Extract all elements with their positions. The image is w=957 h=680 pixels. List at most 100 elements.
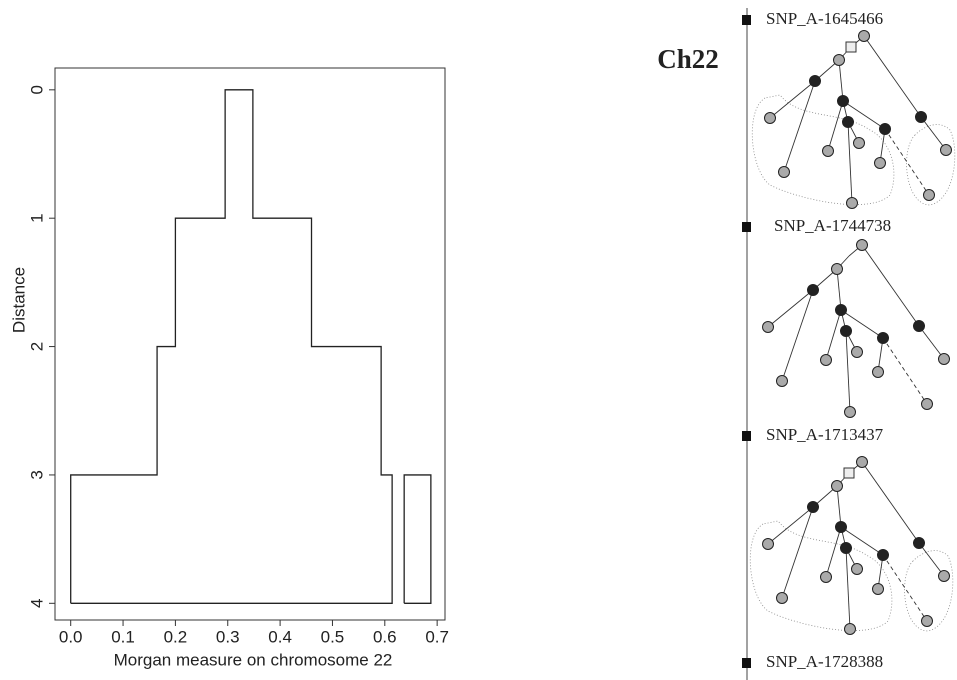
tree-node: [764, 112, 776, 124]
tree-edge: [918, 542, 945, 577]
tree-node: [851, 346, 863, 358]
y-tick-label: 1: [27, 213, 46, 222]
tree-node: [938, 570, 950, 582]
tree-node: [837, 95, 849, 107]
tree-edge: [825, 309, 842, 361]
snp-marker: [742, 222, 751, 232]
step-line: [403, 474, 432, 604]
tree-node: [820, 571, 832, 583]
tree-node: [835, 521, 847, 533]
tree: [751, 30, 956, 209]
tree-edge: [842, 100, 886, 130]
tree-node: [835, 304, 847, 316]
tree-node: [762, 321, 774, 333]
x-tick-label: 0.3: [216, 627, 240, 646]
snp-label: SNP_A-1713437: [766, 425, 884, 444]
x-tick-label: 0.5: [321, 627, 345, 646]
x-tick-label: 0.0: [59, 627, 83, 646]
tree-node: [853, 137, 865, 149]
tree-node: [840, 542, 852, 554]
tree-node: [843, 467, 855, 479]
tree-edge: [847, 121, 853, 204]
dendrogram-chart: Distance Morgan measure on chromosome 22…: [9, 67, 449, 669]
tree-edge: [781, 289, 814, 382]
tree-edge: [863, 35, 922, 118]
tree-node: [776, 592, 788, 604]
tree-node: [809, 75, 821, 87]
tree-node: [846, 197, 858, 209]
tree-edge: [882, 554, 928, 622]
tree-node: [913, 320, 925, 332]
cluster-outline: [749, 520, 893, 632]
tree-node: [879, 123, 891, 135]
tree-edge: [882, 337, 928, 405]
tree-node: [776, 375, 788, 387]
cluster-outline: [904, 550, 954, 632]
tree-node: [915, 111, 927, 123]
tree-node: [844, 406, 856, 418]
tree-node: [938, 353, 950, 365]
plot-frame: [54, 67, 446, 621]
tree-edge: [836, 485, 842, 528]
tree-node: [874, 157, 886, 169]
tree-node: [877, 549, 889, 561]
x-axis-label: Morgan measure on chromosome 22: [114, 650, 393, 669]
haplotype-diagram: Ch22 SNP_A-1645466 SNP_A-1744738 SNP_A-171…: [657, 8, 956, 680]
tree-edge: [769, 80, 816, 119]
tree-edge: [767, 289, 814, 328]
cluster-outline: [751, 94, 895, 206]
tree: [762, 239, 950, 418]
y-axis-label: Distance: [9, 267, 28, 333]
tree-node: [833, 54, 845, 66]
tree-node: [872, 366, 884, 378]
tree-node: [807, 501, 819, 513]
cluster-outline: [906, 124, 956, 206]
tree-node: [921, 615, 933, 627]
tree-edge: [918, 325, 945, 360]
x-tick-label: 0.4: [268, 627, 292, 646]
tree-edge: [783, 80, 816, 173]
tree-edge: [840, 526, 884, 556]
tree-edge: [840, 309, 884, 339]
y-tick-label: 2: [27, 342, 46, 351]
tree-node: [856, 239, 868, 251]
x-tick-label: 0.2: [164, 627, 188, 646]
tree-node: [940, 144, 952, 156]
tree: [749, 456, 954, 635]
tree-edge: [845, 330, 851, 413]
snp-label: SNP_A-1728388: [766, 652, 883, 671]
tree-node: [872, 583, 884, 595]
tree-node: [778, 166, 790, 178]
tree-edge: [861, 244, 920, 327]
tree-node: [921, 398, 933, 410]
snp-marker: [742, 658, 751, 668]
tree-edge: [861, 461, 920, 544]
tree-node: [822, 145, 834, 157]
tree-node: [762, 538, 774, 550]
tree-node: [851, 563, 863, 575]
tree-node: [856, 456, 868, 468]
tree-node: [820, 354, 832, 366]
tree-edge: [838, 59, 844, 102]
tree-node: [913, 537, 925, 549]
tree-node: [840, 325, 852, 337]
tree-node: [923, 189, 935, 201]
tree-node: [844, 623, 856, 635]
tree-node: [842, 116, 854, 128]
snp-label: SNP_A-1645466: [766, 9, 883, 28]
tree-node: [877, 332, 889, 344]
tree-edge: [781, 506, 814, 599]
tree-edge: [825, 526, 842, 578]
tree-node: [807, 284, 819, 296]
x-tick-label: 0.6: [373, 627, 397, 646]
tree-node: [831, 480, 843, 492]
snp-label: SNP_A-1744738: [774, 216, 891, 235]
step-line: [70, 89, 393, 604]
snp-marker: [742, 431, 751, 441]
x-tick-label: 0.1: [111, 627, 135, 646]
chromosome-label: Ch22: [657, 44, 719, 74]
tree-node: [845, 41, 857, 53]
y-tick-label: 4: [27, 599, 46, 608]
tree-edge: [884, 128, 930, 196]
